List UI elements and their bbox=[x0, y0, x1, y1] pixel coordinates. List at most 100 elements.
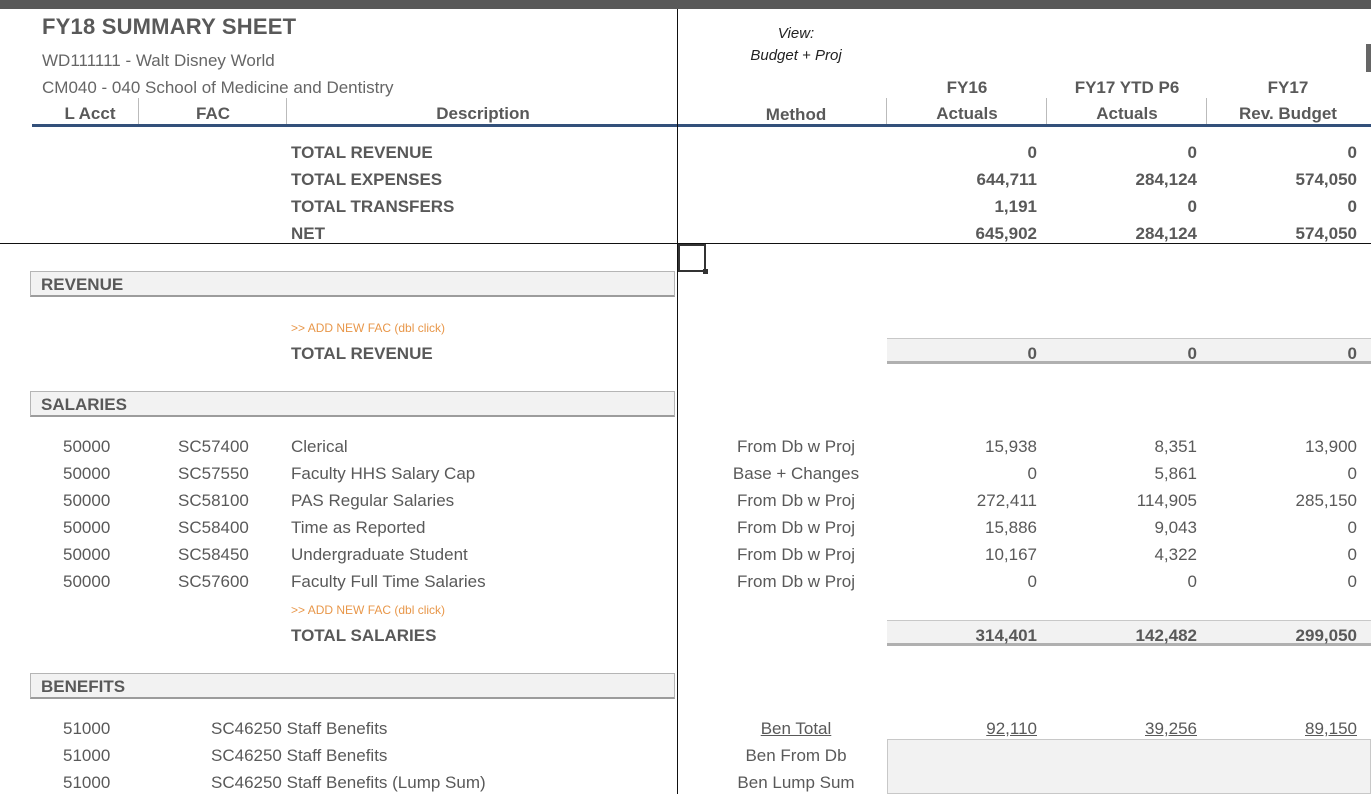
row-fy17-ytd[interactable]: 5,861 bbox=[1154, 464, 1197, 483]
summary-fy17[interactable]: 0 bbox=[1347, 143, 1357, 162]
sheet-title: FY18 SUMMARY SHEET bbox=[42, 14, 297, 39]
row-fy17-ytd[interactable]: 0 bbox=[1187, 572, 1197, 591]
summary-fy17-ytd[interactable]: 284,124 bbox=[1135, 224, 1197, 243]
row-method[interactable]: From Db w Proj bbox=[736, 572, 856, 591]
row-acct[interactable]: 51000 bbox=[63, 746, 111, 765]
total-salaries-fy17[interactable]: 299,050 bbox=[1295, 626, 1357, 645]
row-method[interactable]: Base + Changes bbox=[732, 464, 860, 483]
row-fac[interactable]: SC58100 bbox=[178, 491, 249, 510]
row-method[interactable]: Ben Lump Sum bbox=[737, 773, 855, 792]
summary-fy17-ytd[interactable]: 0 bbox=[1187, 143, 1197, 162]
row-fy17-ytd[interactable]: 4,322 bbox=[1154, 545, 1197, 564]
row-fac[interactable]: SC57550 bbox=[178, 464, 249, 483]
row-method[interactable]: From Db w Proj bbox=[736, 491, 856, 510]
row-acct[interactable]: 51000 bbox=[63, 719, 111, 738]
freeze-pane-vertical[interactable] bbox=[677, 9, 678, 794]
summary-fy16[interactable]: 644,711 bbox=[976, 170, 1037, 189]
header-separator bbox=[886, 98, 887, 124]
row-fy17-ytd[interactable]: 39,256 bbox=[1145, 719, 1197, 738]
row-fac-description[interactable]: SC46250 Staff Benefits bbox=[211, 746, 388, 765]
summary-fy17-ytd[interactable]: 0 bbox=[1187, 197, 1197, 216]
row-fac-description[interactable]: SC46250 Staff Benefits (Lump Sum) bbox=[211, 773, 486, 792]
summary-label: TOTAL EXPENSES bbox=[291, 170, 443, 189]
row-fy16[interactable]: 92,110 bbox=[986, 719, 1037, 738]
row-description[interactable]: PAS Regular Salaries bbox=[291, 491, 455, 510]
row-fy17[interactable]: 285,150 bbox=[1295, 491, 1357, 510]
header-method: Method bbox=[765, 105, 827, 124]
summary-fy16[interactable]: 1,191 bbox=[994, 197, 1037, 216]
row-fac[interactable]: SC58400 bbox=[178, 518, 249, 537]
ben-total-link[interactable]: Ben Total bbox=[760, 719, 832, 738]
row-acct[interactable]: 50000 bbox=[63, 518, 111, 537]
total-revenue-fy16[interactable]: 0 bbox=[1027, 344, 1037, 363]
header-fy17-ytd: FY17 YTD P6 bbox=[1074, 78, 1180, 97]
row-fy16[interactable]: 15,938 bbox=[985, 437, 1037, 456]
row-fy17[interactable]: 0 bbox=[1347, 518, 1357, 537]
freeze-pane-horizontal[interactable] bbox=[0, 243, 1371, 244]
dept-label: CM040 - 040 School of Medicine and Denti… bbox=[42, 78, 394, 97]
total-revenue-fy17[interactable]: 0 bbox=[1347, 344, 1357, 363]
benefits-detail-box bbox=[887, 739, 1371, 794]
add-new-fac-link[interactable]: >> ADD NEW FAC (dbl click) bbox=[291, 603, 446, 617]
total-salaries-fy16[interactable]: 314,401 bbox=[975, 626, 1037, 645]
header-separator bbox=[1046, 98, 1047, 124]
header-separator bbox=[138, 98, 139, 124]
row-method[interactable]: Ben From Db bbox=[745, 746, 847, 765]
add-new-fac-link[interactable]: >> ADD NEW FAC (dbl click) bbox=[291, 321, 446, 335]
section-header-salaries: SALARIES bbox=[30, 391, 675, 417]
section-header-benefits: BENEFITS bbox=[30, 673, 675, 699]
row-fy16[interactable]: 0 bbox=[1027, 464, 1037, 483]
section-title: SALARIES bbox=[41, 395, 127, 414]
row-acct[interactable]: 50000 bbox=[63, 437, 111, 456]
row-acct[interactable]: 50000 bbox=[63, 545, 111, 564]
row-fy17[interactable]: 89,150 bbox=[1305, 719, 1357, 738]
summary-fy17[interactable]: 0 bbox=[1347, 197, 1357, 216]
row-fac[interactable]: SC57600 bbox=[178, 572, 249, 591]
row-method[interactable]: From Db w Proj bbox=[736, 437, 856, 456]
row-fy17[interactable]: 0 bbox=[1347, 572, 1357, 591]
summary-fy17-ytd[interactable]: 284,124 bbox=[1135, 170, 1197, 189]
summary-label: TOTAL REVENUE bbox=[291, 143, 433, 162]
row-fy16[interactable]: 10,167 bbox=[985, 545, 1037, 564]
row-method[interactable]: From Db w Proj bbox=[736, 545, 856, 564]
summary-fy17[interactable]: 574,050 bbox=[1295, 224, 1357, 243]
vertical-scrollbar-thumb[interactable] bbox=[1366, 44, 1371, 72]
summary-fy17[interactable]: 574,050 bbox=[1295, 170, 1357, 189]
row-fac[interactable]: SC58450 bbox=[178, 545, 249, 564]
view-label: View: bbox=[777, 25, 815, 42]
row-method[interactable]: From Db w Proj bbox=[736, 518, 856, 537]
header-l-acct: L Acct bbox=[64, 104, 116, 123]
header-fy16: FY16 bbox=[946, 78, 988, 97]
row-fy17[interactable]: 0 bbox=[1347, 464, 1357, 483]
row-acct[interactable]: 50000 bbox=[63, 464, 111, 483]
row-description[interactable]: Undergraduate Student bbox=[291, 545, 468, 564]
row-fy16[interactable]: 0 bbox=[1027, 572, 1037, 591]
summary-fy16[interactable]: 645,902 bbox=[975, 224, 1037, 243]
row-fy17[interactable]: 13,900 bbox=[1305, 437, 1357, 456]
row-description[interactable]: Clerical bbox=[291, 437, 348, 456]
row-acct[interactable]: 50000 bbox=[63, 491, 111, 510]
total-revenue-fy17-ytd[interactable]: 0 bbox=[1187, 344, 1197, 363]
selected-cell[interactable] bbox=[678, 244, 706, 272]
view-selector[interactable]: Budget + Proj bbox=[750, 47, 842, 64]
header-fy17-ytd-sub: Actuals bbox=[1096, 104, 1158, 123]
fill-handle[interactable] bbox=[703, 269, 708, 274]
total-band bbox=[887, 338, 1371, 364]
row-fy17-ytd[interactable]: 8,351 bbox=[1154, 437, 1197, 456]
row-description[interactable]: Faculty HHS Salary Cap bbox=[291, 464, 476, 483]
row-fy17[interactable]: 0 bbox=[1347, 545, 1357, 564]
row-acct[interactable]: 51000 bbox=[63, 773, 111, 792]
row-fac-description[interactable]: SC46250 Staff Benefits bbox=[211, 719, 388, 738]
row-fac[interactable]: SC57400 bbox=[178, 437, 249, 456]
row-fy16[interactable]: 15,886 bbox=[985, 518, 1037, 537]
total-salaries-fy17-ytd[interactable]: 142,482 bbox=[1135, 626, 1197, 645]
header-underline bbox=[32, 124, 1371, 127]
row-description[interactable]: Faculty Full Time Salaries bbox=[291, 572, 486, 591]
row-fy17-ytd[interactable]: 114,905 bbox=[1136, 491, 1197, 510]
row-fy16[interactable]: 272,411 bbox=[976, 491, 1037, 510]
row-acct[interactable]: 50000 bbox=[63, 572, 111, 591]
row-fy17-ytd[interactable]: 9,043 bbox=[1154, 518, 1197, 537]
row-description[interactable]: Time as Reported bbox=[291, 518, 426, 537]
summary-fy16[interactable]: 0 bbox=[1027, 143, 1037, 162]
header-separator bbox=[1206, 98, 1207, 124]
